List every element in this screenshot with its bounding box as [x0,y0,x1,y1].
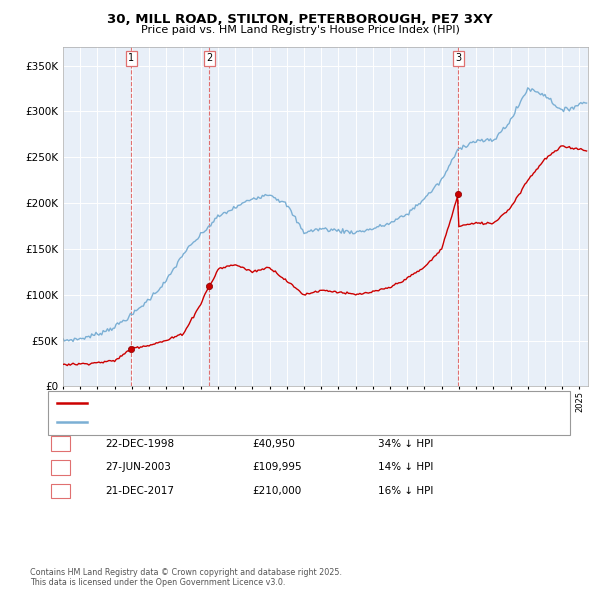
Text: 30, MILL ROAD, STILTON, PETERBOROUGH, PE7 3XY (semi-detached house): 30, MILL ROAD, STILTON, PETERBOROUGH, PE… [91,398,430,408]
Text: 27-JUN-2003: 27-JUN-2003 [105,463,171,472]
Text: Price paid vs. HM Land Registry's House Price Index (HPI): Price paid vs. HM Land Registry's House … [140,25,460,35]
Text: 16% ↓ HPI: 16% ↓ HPI [378,486,433,496]
Text: 14% ↓ HPI: 14% ↓ HPI [378,463,433,472]
Text: 30, MILL ROAD, STILTON, PETERBOROUGH, PE7 3XY: 30, MILL ROAD, STILTON, PETERBOROUGH, PE… [107,13,493,26]
Text: 22-DEC-1998: 22-DEC-1998 [105,439,174,448]
Text: 34% ↓ HPI: 34% ↓ HPI [378,439,433,448]
Text: £109,995: £109,995 [252,463,302,472]
Text: 1: 1 [57,439,64,448]
Text: 2: 2 [57,463,64,472]
Text: 3: 3 [57,486,64,496]
Text: 2: 2 [206,53,212,63]
Text: £40,950: £40,950 [252,439,295,448]
Text: 21-DEC-2017: 21-DEC-2017 [105,486,174,496]
Text: 3: 3 [455,53,461,63]
Text: £210,000: £210,000 [252,486,301,496]
Text: HPI: Average price, semi-detached house, Huntingdonshire: HPI: Average price, semi-detached house,… [91,418,359,427]
Text: 1: 1 [128,53,134,63]
Text: Contains HM Land Registry data © Crown copyright and database right 2025.
This d: Contains HM Land Registry data © Crown c… [30,568,342,587]
